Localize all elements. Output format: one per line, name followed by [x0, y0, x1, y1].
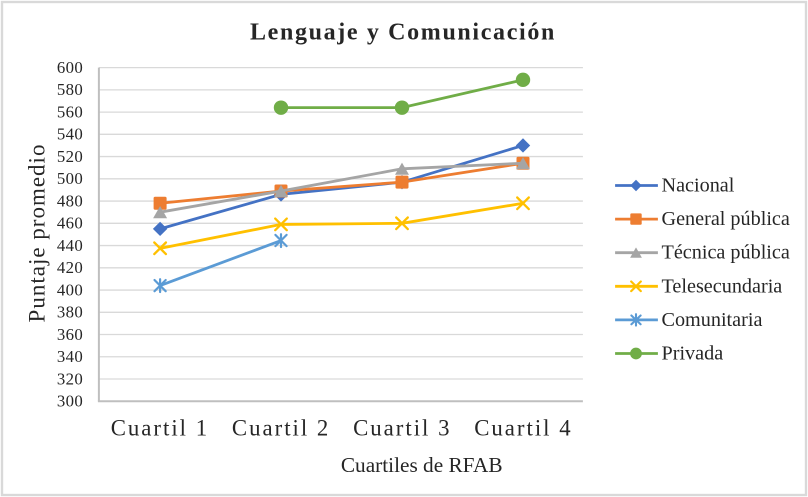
svg-text:300: 300: [57, 392, 83, 411]
svg-text:540: 540: [57, 125, 83, 144]
svg-text:480: 480: [57, 191, 83, 210]
svg-text:Comunitaria: Comunitaria: [662, 309, 763, 331]
svg-text:580: 580: [57, 80, 83, 99]
svg-text:440: 440: [57, 236, 83, 255]
svg-text:520: 520: [57, 147, 83, 166]
svg-text:560: 560: [57, 102, 83, 121]
svg-text:Puntaje promedio: Puntaje promedio: [25, 144, 50, 323]
svg-text:460: 460: [57, 214, 83, 233]
svg-text:500: 500: [57, 169, 83, 188]
svg-text:Cuartil 3: Cuartil 3: [353, 416, 451, 441]
svg-text:Cuartil 2: Cuartil 2: [232, 416, 330, 441]
svg-text:380: 380: [57, 303, 83, 322]
svg-text:600: 600: [57, 58, 83, 77]
svg-text:360: 360: [57, 325, 83, 344]
svg-text:Nacional: Nacional: [662, 175, 735, 197]
svg-text:320: 320: [57, 369, 83, 388]
svg-text:Técnica pública: Técnica pública: [662, 242, 790, 264]
svg-text:General pública: General pública: [662, 208, 790, 230]
svg-text:Cuartil 1: Cuartil 1: [111, 416, 209, 441]
svg-text:Privada: Privada: [662, 343, 724, 365]
svg-text:Lenguaje y Comunicación: Lenguaje y Comunicación: [250, 19, 556, 45]
svg-text:400: 400: [57, 280, 83, 299]
svg-text:420: 420: [57, 258, 83, 277]
svg-text:Cuartil 4: Cuartil 4: [474, 416, 572, 441]
svg-text:340: 340: [57, 347, 83, 366]
svg-text:Telesecundaria: Telesecundaria: [662, 275, 783, 297]
svg-text:Cuartiles de RFAB: Cuartiles de RFAB: [341, 453, 503, 477]
